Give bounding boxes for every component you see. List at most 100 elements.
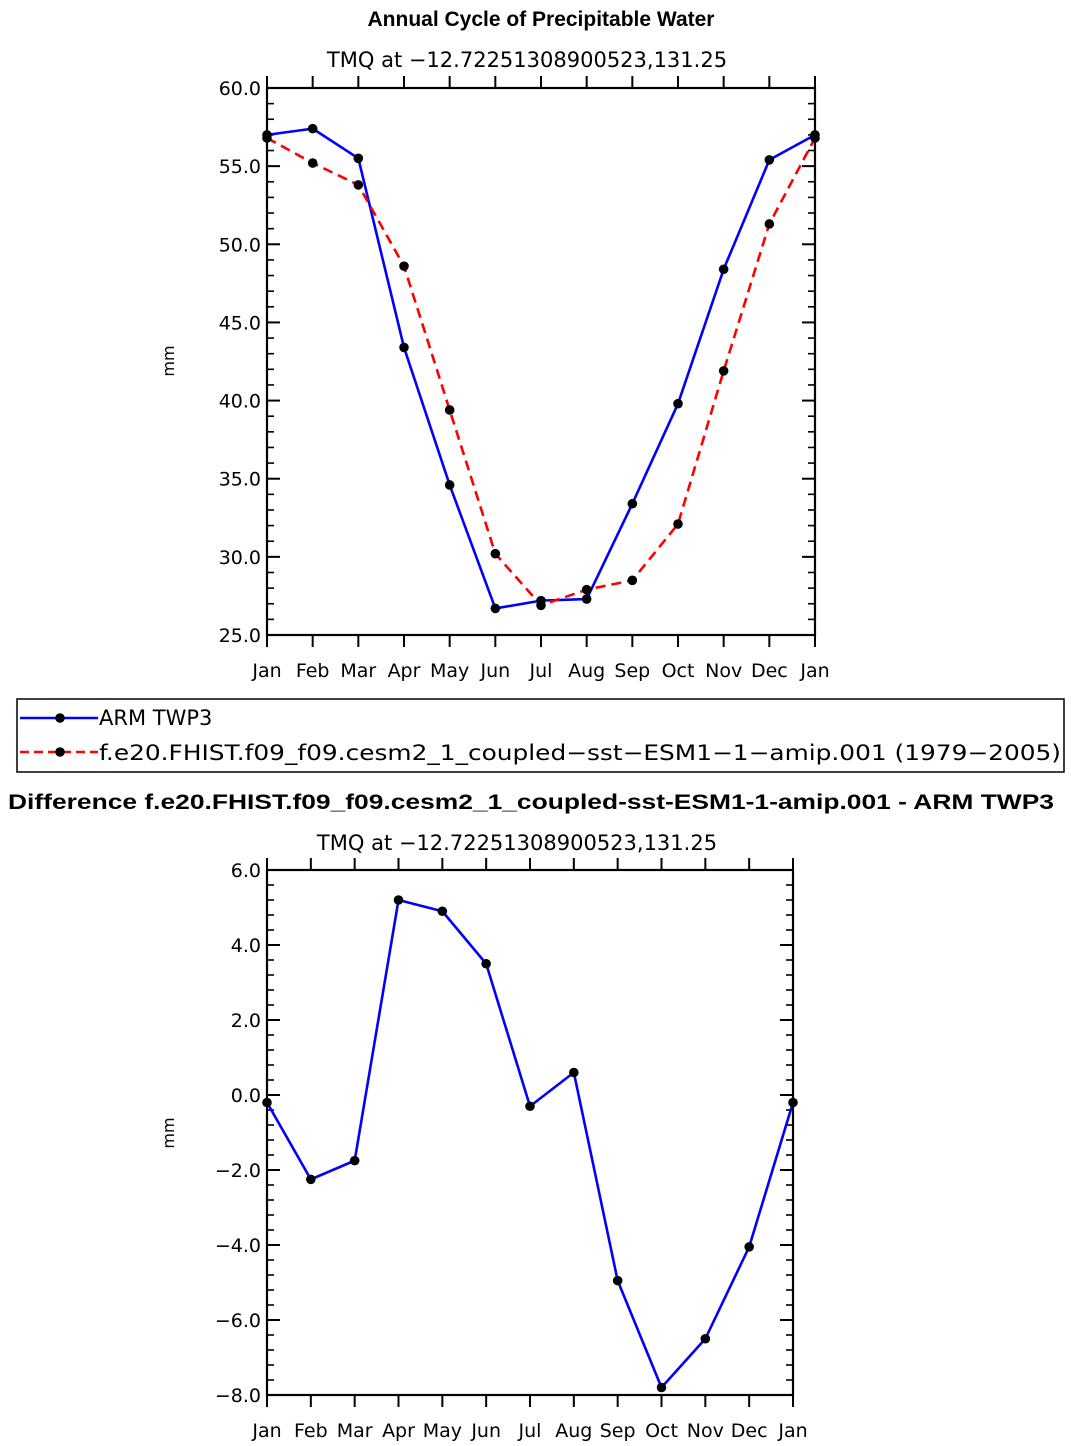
chart2-ytick-label: −4.0 xyxy=(215,1235,261,1257)
chart2-xtick-label: Sep xyxy=(600,1420,636,1442)
chart2-xtick-label: Aug xyxy=(555,1420,592,1442)
chart2-series-0-point xyxy=(262,1097,272,1108)
difference-chart: Difference f.e20.FHIST.f09_f09.cesm2_1_c… xyxy=(8,791,1054,1442)
chart1-subtitle: TMQ at −12.72251308900523,131.25 xyxy=(326,48,727,72)
chart1-series-0-point xyxy=(490,603,501,614)
chart2-xtick-label: Feb xyxy=(294,1420,328,1442)
chart1-series-0-point xyxy=(307,123,318,134)
chart2-ytick-label: −6.0 xyxy=(215,1310,261,1332)
chart1-ytick-label: 35.0 xyxy=(219,469,261,491)
chart1-ytick-label: 50.0 xyxy=(219,234,261,256)
chart1-xtick-label: Apr xyxy=(388,660,421,682)
chart2-series-0-point xyxy=(569,1067,579,1078)
chart1-series-1-point xyxy=(490,548,501,559)
chart1-series-1-point xyxy=(581,584,592,595)
chart1-series-1-point xyxy=(536,600,546,611)
legend-marker-arm xyxy=(55,713,65,723)
chart1-series-1-point xyxy=(262,133,272,143)
annual-cycle-chart: Annual Cycle of Precipitable Water TMQ a… xyxy=(159,8,830,682)
chart2-xtick-label: Dec xyxy=(731,1420,768,1442)
chart1-series-1-point xyxy=(444,405,455,415)
chart1-ytick-label: 60.0 xyxy=(219,78,261,100)
chart2-ytick-label: 4.0 xyxy=(231,935,261,957)
chart1-xtick-label: Jul xyxy=(529,660,553,682)
chart1-series-1-point xyxy=(627,575,638,586)
chart2-ytick-label: 2.0 xyxy=(231,1010,261,1032)
chart1-ytick-label: 40.0 xyxy=(219,391,261,413)
chart1-ylabel: mm xyxy=(159,345,178,376)
chart2-xtick-label: Nov xyxy=(687,1420,724,1442)
chart2-series-0-point xyxy=(788,1097,798,1108)
chart2-xtick-label: Apr xyxy=(382,1420,415,1442)
chart2-axes: −8.0 −6.0 −4.0 −2.0 0.0 2.0 4.0 6.0 Jan Feb Mar Apr… xyxy=(215,858,808,1442)
legend-marker-model xyxy=(55,747,65,757)
chart1-series-1-point xyxy=(718,366,729,376)
chart2-xtick-label: Jan xyxy=(777,1420,807,1442)
chart2-xtick-label: Mar xyxy=(337,1420,373,1442)
chart1-ytick-label: 30.0 xyxy=(219,547,261,569)
chart1-xtick-label: Nov xyxy=(705,660,742,682)
legend: ARM TWP3 f.e20.FHIST.f09_f09.cesm2_1_cou… xyxy=(16,698,1065,773)
chart1-xtick-label: Jan xyxy=(251,660,281,682)
chart1-xtick-label: Oct xyxy=(662,660,695,682)
chart1-series xyxy=(262,123,820,614)
chart2-series-0-point xyxy=(393,895,404,905)
chart2-series-0-point xyxy=(306,1174,316,1185)
chart1-series-1-point xyxy=(307,158,318,168)
chart2-series-0-point xyxy=(612,1275,623,1286)
chart2-series-0-point xyxy=(525,1101,535,1112)
chart2-series-0-point xyxy=(700,1333,711,1344)
legend-label-model: f.e20.FHIST.f09_f09.cesm2_1_coupled−sst−… xyxy=(99,741,1061,766)
chart2-series-0-point xyxy=(437,906,448,917)
chart2-xtick-label: Jan xyxy=(251,1420,281,1442)
chart1-xtick-label: Sep xyxy=(614,660,650,682)
chart1-axes: 25.0 30.0 35.0 40.0 45.0 50.0 55.0 60.0 Jan Feb Ma… xyxy=(219,76,830,682)
chart2-ylabel: mm xyxy=(159,1117,178,1148)
chart1-frame xyxy=(265,86,817,637)
chart2-frame xyxy=(265,868,795,1397)
chart2-ytick-label: 0.0 xyxy=(231,1085,261,1107)
chart1-series-0-point xyxy=(764,155,775,165)
legend-box xyxy=(16,698,1065,773)
chart1-series-0-point xyxy=(673,398,683,409)
chart1-series-0-point xyxy=(581,594,592,604)
chart2-series-0-point xyxy=(481,958,491,969)
chart2-xtick-label: May xyxy=(423,1420,462,1442)
chart1-ytick-label: 55.0 xyxy=(219,156,261,178)
chart2-ytick-label: 6.0 xyxy=(231,860,261,882)
chart1-series-0-point xyxy=(627,498,638,509)
chart2-xtick-label: Jun xyxy=(470,1420,501,1442)
chart1-series-0-point xyxy=(353,153,364,164)
chart1-series-1-point xyxy=(399,261,409,271)
chart1-xtick-label: Jan xyxy=(799,660,829,682)
chart1-series-0-point xyxy=(718,264,729,275)
chart1-series-1-point xyxy=(810,133,820,143)
chart1-xtick-label: Jun xyxy=(479,660,510,682)
chart2-ytick-label: −2.0 xyxy=(215,1160,261,1182)
chart1-xtick-label: Dec xyxy=(751,660,788,682)
chart2-series-0-line xyxy=(265,898,795,1389)
chart2-subtitle: TMQ at −12.72251308900523,131.25 xyxy=(316,831,717,855)
chart1-xtick-label: Mar xyxy=(340,660,376,682)
chart2-xtick-label: Oct xyxy=(645,1420,678,1442)
chart2-series-0-point xyxy=(349,1155,360,1166)
chart1-series-1-line xyxy=(266,136,817,607)
chart1-xtick-label: Aug xyxy=(568,660,605,682)
chart1-series-1-point xyxy=(764,219,775,229)
chart1-xtick-label: Feb xyxy=(296,660,330,682)
chart1-ytick-label: 25.0 xyxy=(219,625,261,647)
chart1-series-0-line xyxy=(266,127,816,610)
chart2-title: Difference f.e20.FHIST.f09_f09.cesm2_1_c… xyxy=(8,791,1054,814)
chart1-title: Annual Cycle of Precipitable Water xyxy=(368,8,715,31)
chart2-series-0-point xyxy=(656,1382,667,1393)
chart2-series-0-point xyxy=(744,1242,754,1252)
legend-label-arm: ARM TWP3 xyxy=(99,706,212,730)
chart1-series-1-point xyxy=(673,519,683,529)
chart1-xtick-label: May xyxy=(430,660,469,682)
chart1-series-0-point xyxy=(399,342,409,353)
chart1-series-1-point xyxy=(353,180,364,190)
chart2-ytick-label: −8.0 xyxy=(215,1385,261,1407)
chart2-series xyxy=(262,895,798,1393)
chart1-ytick-label: 45.0 xyxy=(219,312,261,334)
